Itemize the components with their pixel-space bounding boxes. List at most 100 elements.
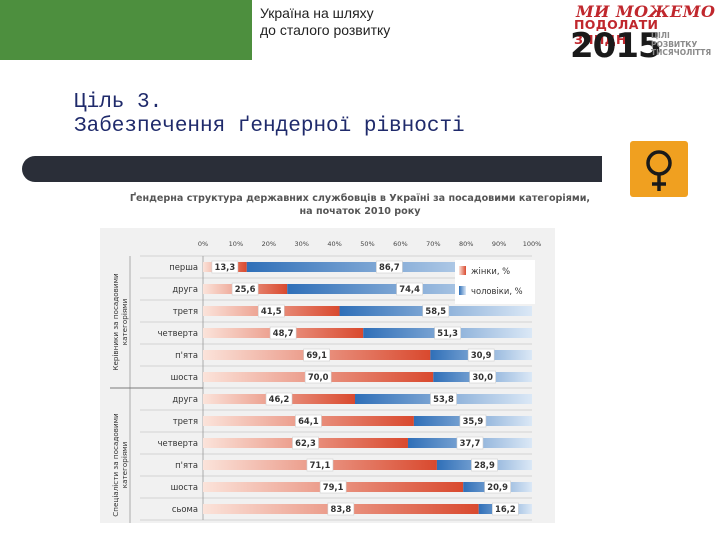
bar-female-label: 13,3 xyxy=(215,262,236,272)
bar-male-label: 28,9 xyxy=(474,460,495,470)
legend-box xyxy=(455,260,535,304)
bar-female-label-box xyxy=(295,414,322,428)
bar-male-label-box xyxy=(492,502,519,516)
bar-female-label: 48,7 xyxy=(273,328,294,338)
slide-title-line2: Забезпечення ґендерної рівності xyxy=(74,115,465,138)
logo-small-line3: ТИСЯЧОЛІТТЯ xyxy=(651,48,712,57)
bar-female-label: 25,6 xyxy=(235,284,256,294)
x-tick-label: 70% xyxy=(426,240,440,248)
chart-title-line1: Ґендерна структура державних службовців … xyxy=(129,193,591,204)
x-tick-label: 60% xyxy=(393,240,407,248)
bar-male-label-box xyxy=(459,414,487,428)
category-label: перша xyxy=(169,262,198,272)
x-tick-label: 100% xyxy=(523,240,542,248)
bar-male-label: 30,9 xyxy=(471,350,492,360)
header-caption: Україна на шляху до сталого розвитку xyxy=(260,5,390,39)
x-tick-label: 90% xyxy=(492,240,506,248)
x-tick-label: 10% xyxy=(229,240,243,248)
mdg-logo: МИ МОЖЕМО ПОДОЛАТИ ЗЛИДНІ 2015 ЦІЛІ РОЗВ… xyxy=(568,2,718,66)
female-symbol-badge xyxy=(630,141,688,197)
title-divider-bar xyxy=(22,156,602,182)
group-label-line1: Спеціалісти за посадовими xyxy=(111,413,120,517)
bar-female-label-box xyxy=(265,392,293,406)
female-symbol-icon xyxy=(646,150,672,191)
gender-structure-chart: 0% 10% 20% 30% 40% 50% 60% 70% 80% 90% 100% Керівни… xyxy=(110,240,542,523)
bar-female-label-box xyxy=(319,480,347,494)
category-label: друга xyxy=(172,284,198,294)
category-label: сьома xyxy=(172,504,198,514)
bar-female-label-box xyxy=(327,502,355,516)
chart-area: 0% 10% 20% 30% 40% 50% 60% 70% 80% 90% 100% Керівни… xyxy=(100,228,555,523)
category-label: третя xyxy=(173,306,198,316)
bar-female-label-box xyxy=(231,282,259,296)
chart-title: Ґендерна структура державних службовців … xyxy=(100,192,620,218)
category-label: шоста xyxy=(171,372,198,382)
bar-male-label: 37,7 xyxy=(460,438,481,448)
bar-male-label-box xyxy=(376,260,403,274)
bar-male-label: 86,7 xyxy=(379,262,400,272)
logo-small-text: ЦІЛІ РОЗВИТКУ ТИСЯЧОЛІТТЯ xyxy=(651,31,712,58)
category-label: четверта xyxy=(158,438,198,448)
x-tick-label: 40% xyxy=(327,240,341,248)
bar-female-label: 64,1 xyxy=(298,416,319,426)
group-label-line1: Керівники за посадовими xyxy=(111,273,120,371)
bar-female-label: 46,2 xyxy=(269,394,290,404)
bar-male-label: 30,0 xyxy=(472,372,493,382)
bar-male-label: 58,5 xyxy=(425,306,446,316)
logo-small-line2: РОЗВИТКУ xyxy=(651,39,698,49)
bar-male-label-box xyxy=(456,436,484,450)
bar-male-label: 20,9 xyxy=(487,482,508,492)
bar-female-label-box xyxy=(211,260,239,274)
x-tick-label: 50% xyxy=(360,240,374,248)
legend-label-female: жінки, % xyxy=(471,266,510,276)
bar-male-label-box xyxy=(471,458,498,472)
bar-male-label: 35,9 xyxy=(463,416,484,426)
bar-female-label: 83,8 xyxy=(331,504,352,514)
category-label: п'ята xyxy=(175,460,198,470)
category-label: друга xyxy=(172,394,198,404)
bar-male-label: 51,3 xyxy=(437,328,458,338)
bar-male-label: 74,4 xyxy=(399,284,420,294)
logo-mid-text: ПОДОЛАТИ ЗЛИДНІ xyxy=(574,17,659,47)
bar-male-label-box xyxy=(396,282,423,296)
slide-title: Ціль 3. Забезпечення ґендерної рівності xyxy=(74,91,465,139)
bar-female-label-box xyxy=(306,458,334,472)
legend-swatch-male xyxy=(459,286,466,295)
x-tick-label: 20% xyxy=(262,240,276,248)
bar-female-label-box xyxy=(257,304,285,318)
header-accent-band xyxy=(0,0,252,60)
bar-female-label-box xyxy=(304,370,332,384)
header-caption-line1: Україна на шляху xyxy=(260,5,374,21)
x-tick-label: 30% xyxy=(294,240,308,248)
category-label: шоста xyxy=(171,482,198,492)
bar-female-label: 69,1 xyxy=(306,350,327,360)
bar-female-label: 62,3 xyxy=(295,438,316,448)
bar-female-label-box xyxy=(269,326,297,340)
bar-female-label-box xyxy=(303,348,330,362)
bar-male-label-box xyxy=(422,304,450,318)
bar-female-label: 71,1 xyxy=(310,460,331,470)
slide-title-line1: Ціль 3. xyxy=(74,91,163,114)
header-caption-line2: до сталого розвитку xyxy=(260,22,391,38)
bar-male-label-box xyxy=(484,480,511,494)
logo-script-text: МИ МОЖЕМО xyxy=(576,2,716,21)
bar-male-label-box xyxy=(469,370,496,384)
bar-male-label: 16,2 xyxy=(495,504,516,514)
bar-male-label-box xyxy=(467,348,495,362)
bar-male-label-box xyxy=(430,392,457,406)
bar-male-label: 53,8 xyxy=(433,394,454,404)
x-tick-label: 0% xyxy=(198,240,208,248)
group-label-line2: категоріями xyxy=(120,441,129,488)
logo-year-text: 2015 xyxy=(570,26,662,66)
group-label-line2: категоріями xyxy=(120,298,129,345)
logo-small-line1: ЦІЛІ xyxy=(651,31,670,40)
chart-title-line2: на початок 2010 року xyxy=(299,206,421,217)
category-label: третя xyxy=(173,416,198,426)
bar-female-label-box xyxy=(292,436,319,450)
category-label: четверта xyxy=(158,328,198,338)
x-tick-label: 80% xyxy=(459,240,473,248)
legend-label-male: чоловіки, % xyxy=(471,286,523,296)
bar-female-label: 79,1 xyxy=(323,482,344,492)
legend-swatch-female xyxy=(459,266,466,275)
bar-female-label: 70,0 xyxy=(308,372,329,382)
